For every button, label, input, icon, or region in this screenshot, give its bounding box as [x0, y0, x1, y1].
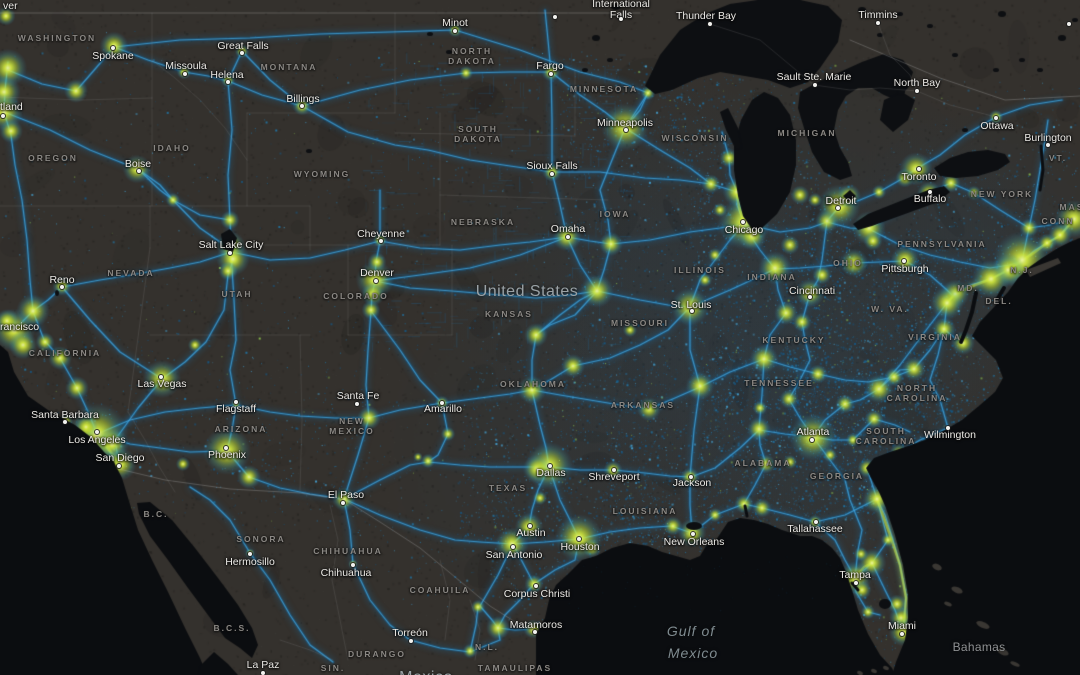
map-viewport[interactable]: United StatesMexicoWASHINGTONMONTANANORT…: [0, 0, 1080, 675]
map-canvas[interactable]: [0, 0, 1080, 675]
